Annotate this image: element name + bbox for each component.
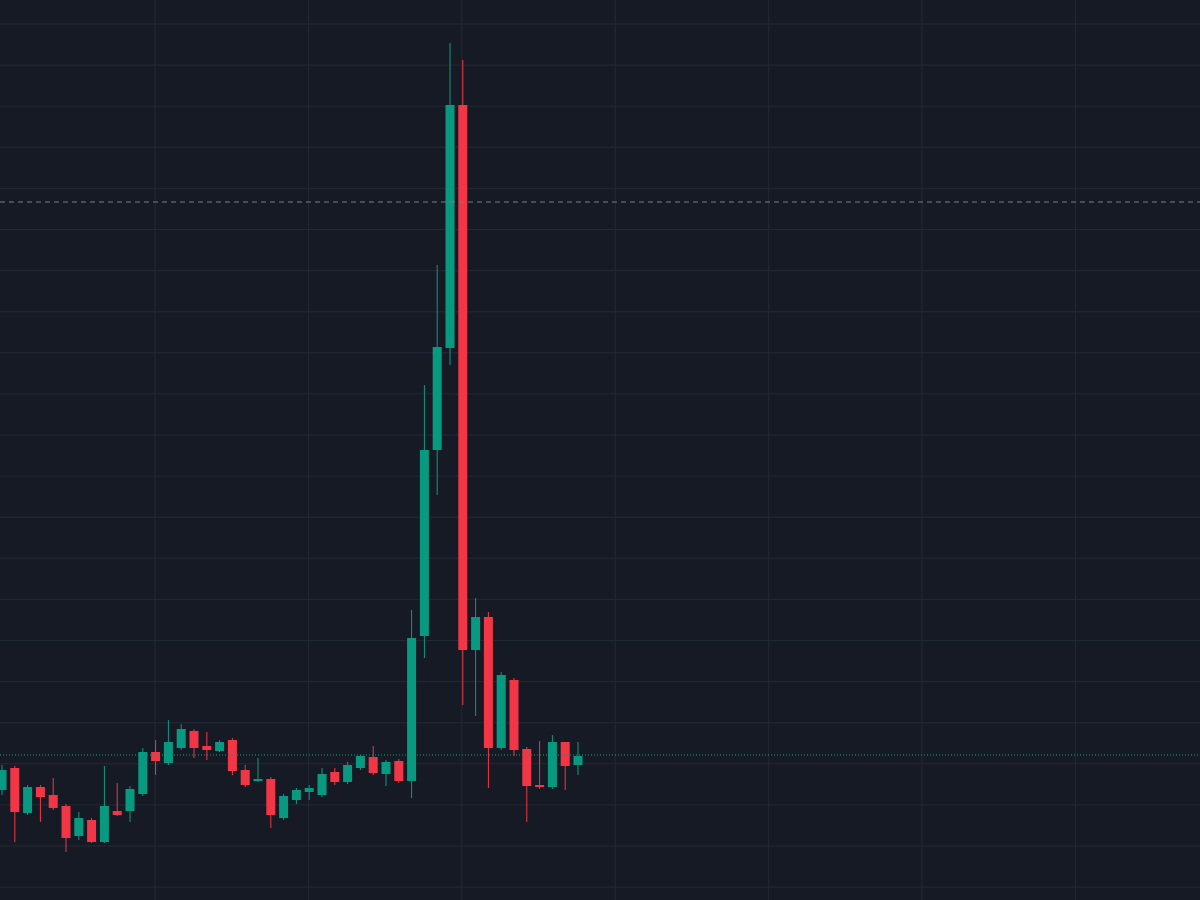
- candle-body: [10, 768, 20, 812]
- candle-body: [368, 757, 378, 773]
- candle-body: [23, 787, 33, 813]
- candle-body: [125, 789, 135, 811]
- candle-body: [87, 820, 97, 842]
- candle-body: [99, 806, 109, 842]
- candle-body: [535, 785, 545, 787]
- candle-body: [279, 796, 289, 818]
- candle-body: [458, 105, 468, 650]
- candle-body: [419, 450, 429, 636]
- candle-body: [202, 746, 212, 750]
- candle-body: [138, 752, 148, 794]
- candle-body: [407, 638, 417, 781]
- candle-body: [573, 756, 583, 765]
- candle-body: [560, 742, 570, 766]
- candle-body: [266, 779, 276, 815]
- candle-body: [112, 811, 122, 815]
- candle-body: [330, 772, 340, 782]
- candle-body: [547, 742, 557, 787]
- candle-body: [48, 795, 58, 808]
- candle-body: [509, 680, 519, 750]
- candle-body: [343, 765, 353, 782]
- candle-body: [304, 788, 314, 792]
- candle-body: [522, 749, 532, 786]
- candle-body: [355, 756, 365, 768]
- candle-body: [163, 742, 173, 763]
- candle-body: [496, 675, 506, 748]
- candle-body: [227, 740, 237, 771]
- candle-body: [483, 617, 493, 748]
- candle-body: [317, 774, 327, 795]
- candle-body: [445, 105, 455, 348]
- candle-body: [189, 731, 199, 748]
- candle-body: [253, 779, 263, 781]
- candle-body: [381, 762, 391, 774]
- candle-body: [176, 729, 186, 748]
- candle-body: [240, 770, 250, 785]
- candle-body: [471, 617, 481, 650]
- candle-body: [61, 806, 71, 838]
- candle-body: [74, 818, 84, 836]
- candle-body: [215, 742, 225, 751]
- candle-body: [291, 790, 301, 800]
- candle-body: [394, 761, 404, 781]
- candles: [0, 43, 583, 852]
- candle-body: [151, 752, 161, 761]
- candle-body: [35, 787, 45, 797]
- candle-body: [432, 347, 442, 450]
- candle-body: [0, 770, 7, 790]
